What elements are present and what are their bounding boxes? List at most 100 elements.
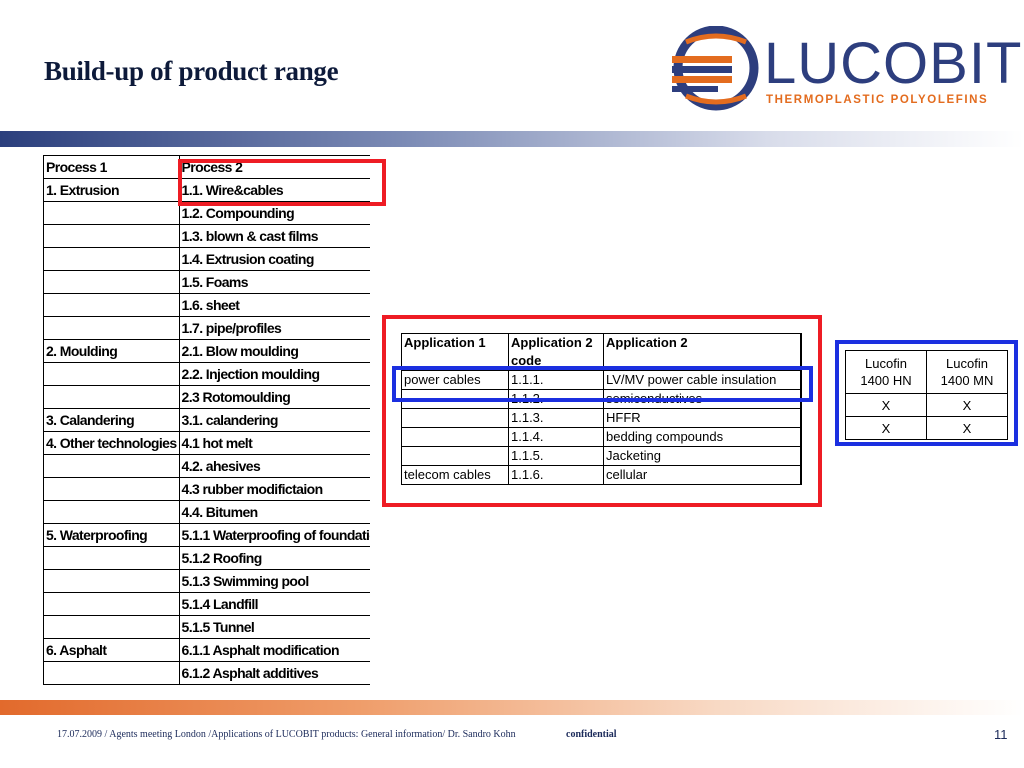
table-row: 4. Other technologies 4.1 hot melt [43, 431, 370, 455]
table-row: 5. Waterproofing 5.1.1 Waterproofing of f… [43, 523, 370, 547]
table-cell: 3.1. calandering [178, 408, 370, 432]
table-cell: HFFR [603, 408, 802, 428]
header-cell: Application 2 code [508, 333, 604, 371]
table-cell: 1.6. sheet [178, 293, 370, 317]
table-cell [43, 270, 180, 294]
table-cell: 5.1.2 Roofing [178, 546, 370, 570]
table-header-row: Application 1 Application 2 code Applica… [401, 333, 802, 371]
footer-gradient-bar [0, 700, 1024, 715]
table-cell: 6. Asphalt [43, 638, 180, 662]
table-cell [43, 385, 180, 409]
table-row: 5.1.2 Roofing [43, 546, 370, 570]
header-gradient-bar [0, 131, 1024, 147]
header-cell: Lucofin 1400 MN [926, 350, 1008, 394]
table-cell: 4.4. Bitumen [178, 500, 370, 524]
table-cell: 1.3. blown & cast films [178, 224, 370, 248]
table-cell: 4. Other technologies [43, 431, 180, 455]
table-row: 6.1.2 Asphalt additives [43, 661, 370, 685]
table-row: 1.5. Foams [43, 270, 370, 294]
table-cell: 5.1.4 Landfill [178, 592, 370, 616]
table-row: 5.1.5 Tunnel [43, 615, 370, 639]
lucobit-logo: LUCOBIT THERMOPLASTIC POLYOLEFINS [672, 26, 1021, 112]
table-cell: 2.1. Blow moulding [178, 339, 370, 363]
application-table-container: Application 1 Application 2 code Applica… [401, 333, 803, 495]
footer-text: 17.07.2009 / Agents meeting London /Appl… [57, 729, 516, 740]
table-cell [43, 454, 180, 478]
logo-tagline: THERMOPLASTIC POLYOLEFINS [766, 94, 989, 106]
table-row: 1.6. sheet [43, 293, 370, 317]
table-cell: X [926, 416, 1008, 440]
table-row: 1.1.4. bedding compounds [401, 427, 802, 447]
red-highlight-application-table [382, 315, 822, 507]
process-table-container: Process 1 Process 2 1. Extrusion 1.1. Wir… [43, 155, 370, 694]
blue-highlight-power-cables-row [392, 366, 813, 402]
table-cell: 1.5. Foams [178, 270, 370, 294]
table-cell [43, 293, 180, 317]
header-line: 1400 MN [940, 373, 994, 388]
table-row: 4.2. ahesives [43, 454, 370, 478]
table-cell [43, 500, 180, 524]
table-cell: 1.1.3. [508, 408, 604, 428]
table-cell: power cables [401, 370, 509, 390]
table-cell: 5. Waterproofing [43, 523, 180, 547]
table-row: 3. Calandering 3.1. calandering [43, 408, 370, 432]
blue-highlight-lucofin-table [835, 340, 1018, 446]
table-cell [43, 224, 180, 248]
table-cell [43, 362, 180, 386]
table-cell: 2.3 Rotomoulding [178, 385, 370, 409]
table-cell: 5.1.3 Swimming pool [178, 569, 370, 593]
table-cell: 5.1.1 Waterproofing of foundations [178, 523, 370, 547]
table-row: telecom cables 1.1.6. cellular [401, 465, 802, 485]
table-cell: 1.1. Wire&cables [178, 178, 370, 202]
table-cell: 1.7. pipe/profiles [178, 316, 370, 340]
table-row: 1.3. blown & cast films [43, 224, 370, 248]
table-cell [43, 592, 180, 616]
table-cell: 6.1.1 Asphalt modification [178, 638, 370, 662]
table-cell: 2. Moulding [43, 339, 180, 363]
table-cell: 4.2. ahesives [178, 454, 370, 478]
lucobit-logo-icon [672, 26, 759, 111]
table-cell: 4.1 hot melt [178, 431, 370, 455]
header-line: Lucofin [865, 356, 907, 371]
red-highlight-wire-cables [178, 159, 386, 206]
table-row: 1.1.3. HFFR [401, 408, 802, 428]
table-cell: cellular [603, 465, 802, 485]
table-cell: 6.1.2 Asphalt additives [178, 661, 370, 685]
table-row: 1.1.5. Jacketing [401, 446, 802, 466]
table-row: power cables 1.1.1. LV/MV power cable insu… [401, 370, 802, 390]
table-row: 1.7. pipe/profiles [43, 316, 370, 340]
table-cell: 5.1.5 Tunnel [178, 615, 370, 639]
table-row: 4.4. Bitumen [43, 500, 370, 524]
table-cell: 2.2. Injection moulding [178, 362, 370, 386]
table-cell: 1.4. Extrusion coating [178, 247, 370, 271]
table-cell [43, 615, 180, 639]
slide-title: Build-up of product range [44, 56, 339, 86]
table-row: 4.3 rubber modifictaion [43, 477, 370, 501]
table-cell [43, 546, 180, 570]
table-row: 5.1.3 Swimming pool [43, 569, 370, 593]
table-cell [43, 201, 180, 225]
header-line: 1400 HN [860, 373, 912, 388]
table-row: 2. Moulding 2.1. Blow moulding [43, 339, 370, 363]
process-table: Process 1 Process 2 1. Extrusion 1.1. Wir… [43, 155, 370, 685]
header-cell: Application 1 [401, 333, 509, 371]
confidential-label: confidential [566, 729, 617, 740]
page-number: 11 [994, 727, 1008, 742]
table-cell: 1.1.4. [508, 427, 604, 447]
header-cell: Process 1 [43, 155, 180, 179]
table-cell: telecom cables [401, 465, 509, 485]
table-cell [43, 477, 180, 501]
table-cell: LV/MV power cable insulation [603, 370, 802, 390]
logo-wordmark: LUCOBIT [764, 31, 1023, 96]
table-cell [43, 316, 180, 340]
table-cell [43, 247, 180, 271]
table-cell [43, 661, 180, 685]
header-line: Lucofin [946, 356, 988, 371]
table-cell [43, 569, 180, 593]
application-table: Application 1 Application 2 code Applica… [401, 333, 802, 485]
table-row: 5.1.4 Landfill [43, 592, 370, 616]
table-row: 2.3 Rotomoulding [43, 385, 370, 409]
